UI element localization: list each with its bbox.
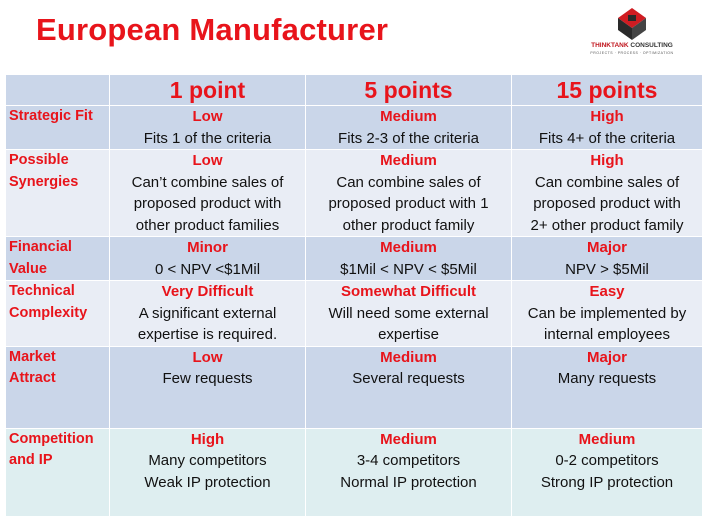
header-row: 1 point 5 points 15 points — [5, 74, 703, 106]
table-cell: High Can combine sales of proposed product… — [511, 149, 703, 237]
table-cell: Medium 3-4 competitors Normal IP protectio… — [305, 427, 512, 517]
table-row-financial-value: Financial Value Minor 0 < NPV <$1Mil Mediu… — [5, 236, 703, 281]
header-corner — [5, 74, 110, 106]
table-row-technical-complexity: Technical Complexity Very Difficult A sign… — [5, 280, 703, 347]
table-row-market-attract: Market Attract Low Few requests Medium Seve… — [5, 345, 703, 429]
column-header-15-points: 15 points — [511, 74, 703, 106]
scoring-table: 1 point 5 points 15 points Strategic Fit… — [5, 74, 703, 517]
table-cell: High Many competitors Weak IP protection — [109, 427, 306, 517]
column-header-5-points: 5 points — [305, 74, 512, 106]
table-row-strategic-fit: Strategic Fit Low Fits 1 of the criteria … — [5, 105, 703, 150]
row-label: Financial Value — [5, 236, 110, 281]
table-cell: Medium $1Mil < NPV < $5Mil — [305, 236, 512, 281]
table-cell: Minor 0 < NPV <$1Mil — [109, 236, 306, 281]
table-cell: Medium Several requests — [305, 345, 512, 429]
table-cell: Very Difficult A significant external expe… — [109, 280, 306, 347]
table-cell: Major NPV > $5Mil — [511, 236, 703, 281]
logo-brand: THINKTANK CONSULTING — [591, 42, 673, 49]
column-header-1-point: 1 point — [109, 74, 306, 106]
logo-tagline: PROJECTS · PROCESS · OPTIMIZATION — [590, 51, 674, 55]
thinktank-logo-icon — [618, 8, 646, 40]
row-label: Possible Synergies — [5, 149, 110, 237]
table-cell: Medium 0-2 competitors Strong IP protectio… — [511, 427, 703, 517]
row-label: Competition and IP — [5, 427, 110, 517]
table-cell: Low Can’t combine sales of proposed produc… — [109, 149, 306, 237]
table-cell: Low Few requests — [109, 345, 306, 429]
row-label: Technical Complexity — [5, 280, 110, 347]
table-cell: High Fits 4+ of the criteria — [511, 105, 703, 150]
company-logo: THINKTANK CONSULTING PROJECTS · PROCESS … — [578, 6, 686, 58]
table-cell: Major Many requests — [511, 345, 703, 429]
row-label: Market Attract — [5, 345, 110, 429]
page-title: European Manufacturer — [36, 12, 389, 47]
table-row-possible-synergies: Possible Synergies Low Can’t combine sales… — [5, 149, 703, 237]
row-label: Strategic Fit — [5, 105, 110, 150]
table-cell: Somewhat Difficult Will need some externa… — [305, 280, 512, 347]
table-cell: Easy Can be implemented by internal employ… — [511, 280, 703, 347]
table-cell: Low Fits 1 of the criteria — [109, 105, 306, 150]
table-cell: Medium Fits 2-3 of the criteria — [305, 105, 512, 150]
table-row-competition-ip: Competition and IP High Many competitors We… — [5, 427, 703, 517]
table-cell: Medium Can combine sales of proposed produ… — [305, 149, 512, 237]
